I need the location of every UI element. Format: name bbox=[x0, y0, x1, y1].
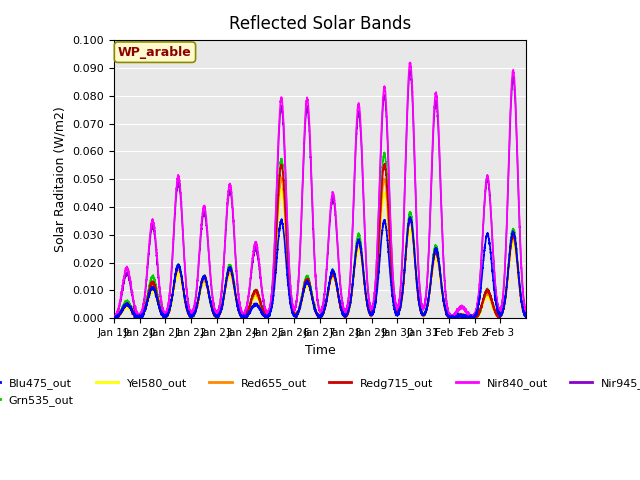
Blu475_out bbox=[287, 301, 294, 307]
Line: Nir840_out: Nir840_out bbox=[114, 62, 526, 318]
Nir840_out bbox=[522, 310, 530, 316]
Redg715_out bbox=[287, 293, 294, 299]
Red655_out bbox=[277, 174, 285, 180]
Line: Grn535_out: Grn535_out bbox=[114, 152, 526, 318]
Blu475_out bbox=[110, 315, 118, 321]
Nir945_out bbox=[287, 284, 294, 290]
Redg715_out bbox=[410, 236, 417, 242]
Line: Yel580_out: Yel580_out bbox=[114, 188, 526, 318]
Nir945_out bbox=[489, 250, 497, 256]
Yel580_out bbox=[522, 315, 530, 321]
Nir945_out bbox=[509, 78, 517, 84]
Nir945_out bbox=[110, 315, 118, 321]
Y-axis label: Solar Raditaion (W/m2): Solar Raditaion (W/m2) bbox=[54, 106, 67, 252]
Title: Reflected Solar Bands: Reflected Solar Bands bbox=[229, 15, 411, 33]
Blu475_out bbox=[306, 285, 314, 290]
Yel580_out bbox=[278, 185, 285, 191]
Redg715_out bbox=[110, 315, 118, 321]
Blu475_out bbox=[406, 214, 414, 220]
Grn535_out bbox=[509, 227, 517, 233]
Grn535_out bbox=[110, 314, 118, 320]
Line: Red655_out: Red655_out bbox=[114, 177, 526, 318]
X-axis label: Time: Time bbox=[305, 344, 335, 357]
Nir945_out bbox=[410, 126, 417, 132]
Red655_out bbox=[306, 284, 314, 290]
Nir840_out bbox=[306, 128, 314, 133]
Grn535_out bbox=[287, 293, 294, 299]
Blu475_out bbox=[410, 238, 417, 244]
Nir840_out bbox=[489, 248, 497, 254]
Grn535_out bbox=[284, 243, 291, 249]
Nir840_out bbox=[509, 70, 517, 76]
Line: Blu475_out: Blu475_out bbox=[114, 217, 526, 318]
Grn535_out bbox=[489, 302, 497, 308]
Nir840_out bbox=[466, 315, 474, 321]
Text: WP_arable: WP_arable bbox=[118, 46, 192, 59]
Blu475_out bbox=[110, 315, 118, 321]
Grn535_out bbox=[110, 315, 118, 321]
Nir840_out bbox=[284, 212, 291, 218]
Yel580_out bbox=[287, 298, 294, 303]
Yel580_out bbox=[110, 314, 118, 320]
Red655_out bbox=[284, 253, 291, 259]
Blu475_out bbox=[489, 276, 497, 282]
Redg715_out bbox=[284, 243, 291, 249]
Nir945_out bbox=[306, 140, 314, 145]
Legend: Blu475_out, Grn535_out, Yel580_out, Red655_out, Redg715_out, Nir840_out, Nir945_: Blu475_out, Grn535_out, Yel580_out, Red6… bbox=[0, 374, 640, 410]
Redg715_out bbox=[489, 300, 497, 306]
Blu475_out bbox=[509, 229, 517, 235]
Nir840_out bbox=[406, 60, 414, 65]
Line: Nir945_out: Nir945_out bbox=[114, 71, 526, 318]
Yel580_out bbox=[284, 258, 291, 264]
Redg715_out bbox=[522, 313, 530, 319]
Red655_out bbox=[489, 304, 497, 310]
Yel580_out bbox=[489, 303, 497, 309]
Red655_out bbox=[410, 241, 417, 247]
Grn535_out bbox=[522, 313, 530, 319]
Nir945_out bbox=[406, 68, 414, 73]
Yel580_out bbox=[110, 315, 118, 321]
Blu475_out bbox=[522, 314, 530, 320]
Yel580_out bbox=[509, 241, 517, 247]
Red655_out bbox=[522, 313, 530, 319]
Nir945_out bbox=[522, 309, 530, 314]
Redg715_out bbox=[381, 161, 388, 167]
Blu475_out bbox=[284, 272, 291, 278]
Nir840_out bbox=[110, 314, 118, 320]
Red655_out bbox=[509, 235, 517, 241]
Line: Redg715_out: Redg715_out bbox=[114, 164, 526, 318]
Nir945_out bbox=[284, 219, 291, 225]
Red655_out bbox=[287, 297, 294, 302]
Redg715_out bbox=[509, 232, 517, 238]
Grn535_out bbox=[381, 149, 388, 155]
Yel580_out bbox=[410, 248, 417, 254]
Red655_out bbox=[110, 315, 118, 321]
Redg715_out bbox=[306, 283, 314, 288]
Grn535_out bbox=[306, 280, 314, 286]
Nir945_out bbox=[111, 315, 118, 321]
Yel580_out bbox=[306, 288, 314, 294]
Grn535_out bbox=[410, 234, 417, 240]
Nir840_out bbox=[287, 284, 294, 289]
Nir840_out bbox=[410, 116, 417, 122]
Red655_out bbox=[110, 315, 118, 321]
